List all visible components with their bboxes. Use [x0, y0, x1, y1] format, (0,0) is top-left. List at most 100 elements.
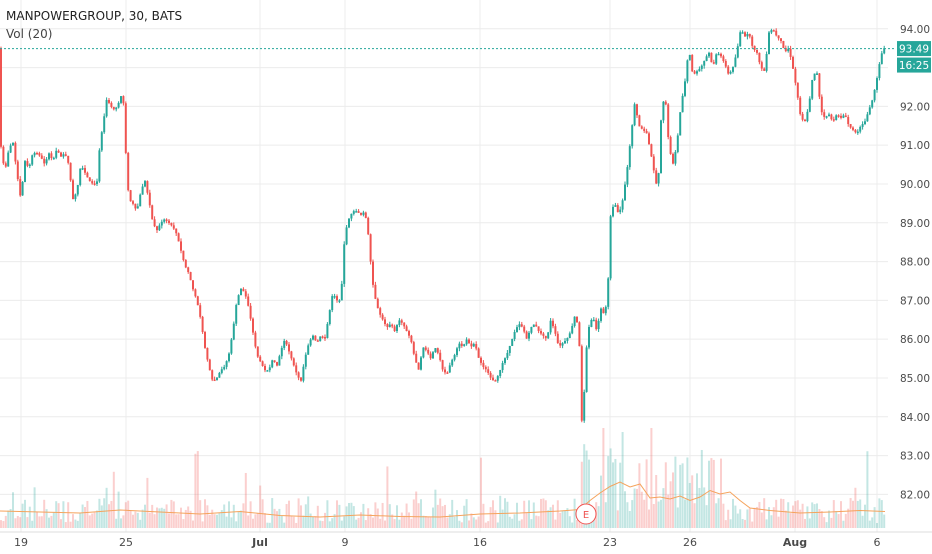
- candle-body: [180, 241, 182, 251]
- volume-bar: [362, 503, 365, 528]
- candle-body: [883, 48, 886, 54]
- candle-body: [633, 104, 636, 126]
- volume-bar: [669, 481, 672, 528]
- volume-bar: [295, 522, 298, 528]
- candle-body: [708, 52, 710, 57]
- volume-bar: [228, 501, 230, 528]
- volume-bar: [160, 507, 163, 528]
- candle-body: [513, 332, 516, 339]
- candle-body: [321, 336, 324, 338]
- candle-body: [204, 332, 206, 348]
- candle-body: [832, 119, 835, 121]
- volume-bar: [364, 520, 367, 528]
- volume-bar: [451, 499, 454, 528]
- volume-bar: [727, 509, 730, 528]
- volume-bar: [472, 517, 475, 528]
- volume-bar: [561, 510, 564, 528]
- volume-bar: [708, 460, 710, 528]
- volume-bar: [400, 512, 403, 528]
- candle-body: [571, 325, 574, 334]
- volume-bar: [804, 518, 806, 528]
- volume-bar: [811, 502, 814, 528]
- candle-body: [652, 156, 655, 171]
- candle-body: [122, 96, 125, 104]
- volume-bar: [256, 513, 259, 528]
- volume-bar: [134, 511, 137, 528]
- volume-bar: [187, 506, 190, 528]
- candle-body: [640, 126, 643, 129]
- volume-bar: [770, 515, 773, 528]
- volume-bar: [792, 505, 794, 528]
- candle-body: [511, 338, 514, 346]
- volume-bar: [439, 498, 442, 528]
- x-tick-label: Aug: [783, 536, 807, 549]
- countdown-badge: 16:25: [897, 57, 931, 73]
- candle-body: [504, 358, 506, 364]
- candle-body: [676, 135, 679, 152]
- volume-bar: [484, 522, 487, 528]
- candle-body: [151, 205, 154, 220]
- candle-body: [453, 355, 456, 360]
- volume-bar: [568, 516, 571, 528]
- volume-bar: [340, 520, 343, 528]
- y-tick-label: 82.00: [900, 489, 930, 501]
- candle-body: [153, 219, 156, 227]
- price-axis[interactable]: 82.00 83.00 84.00 85.00 86.00 87.00 88.00 89.00…: [900, 24, 930, 502]
- volume-bar: [302, 515, 305, 528]
- volume-bar: [144, 504, 146, 528]
- candle-body: [535, 324, 538, 327]
- candle-body: [350, 213, 353, 219]
- volume-bar: [60, 519, 62, 528]
- volume-bar: [530, 519, 533, 528]
- volume-bar: [271, 498, 274, 528]
- candle-body: [777, 35, 780, 39]
- volume-bar: [153, 514, 156, 528]
- candle-body: [595, 319, 598, 330]
- candle-body: [50, 153, 53, 158]
- candle-body: [64, 154, 67, 156]
- candle-body: [770, 30, 773, 33]
- candle-body: [655, 170, 658, 184]
- volume-bar: [36, 512, 38, 528]
- candle-body: [878, 64, 881, 79]
- candle-body: [189, 272, 192, 281]
- volume-bar: [249, 501, 252, 528]
- volume-bar: [336, 500, 338, 528]
- volume-bar: [621, 432, 624, 528]
- volume-indicator-label[interactable]: Vol (20): [6, 27, 53, 41]
- candle-body: [638, 115, 641, 127]
- candle-body: [324, 337, 326, 339]
- volume-bar: [4, 515, 7, 528]
- earnings-marker[interactable]: E: [575, 503, 597, 525]
- symbol-title[interactable]: MANPOWERGROUP, 30, BATS: [6, 9, 183, 23]
- volume-bar: [880, 500, 883, 528]
- time-axis[interactable]: 19 25 Jul 9 16 23 26 Aug 6: [0, 531, 932, 549]
- x-tick-label: 23: [603, 536, 617, 549]
- volume-bar: [360, 512, 362, 528]
- volume-bar: [614, 458, 617, 528]
- candle-body: [866, 114, 869, 122]
- volume-bar: [688, 482, 691, 528]
- candle-body: [568, 333, 571, 339]
- volume-bar: [763, 498, 766, 528]
- candle-body: [254, 332, 257, 347]
- volume-bar: [626, 502, 629, 528]
- candle-body: [458, 343, 461, 349]
- volume-bar: [520, 519, 523, 528]
- volume-bar: [98, 498, 101, 528]
- candle-body: [736, 46, 739, 58]
- candle-body: [146, 181, 149, 193]
- volume-bar: [331, 518, 334, 528]
- volume-bar: [710, 458, 713, 528]
- volume-bar: [681, 463, 684, 528]
- candle-body: [208, 359, 211, 371]
- volume-bar: [818, 509, 821, 528]
- volume-bar: [170, 499, 173, 528]
- candle-body: [573, 316, 576, 326]
- candle-body: [206, 347, 209, 360]
- candle-body: [117, 102, 120, 108]
- volume-bar: [105, 487, 108, 528]
- candle-body: [129, 190, 132, 202]
- x-tick-label: Jul: [251, 536, 268, 549]
